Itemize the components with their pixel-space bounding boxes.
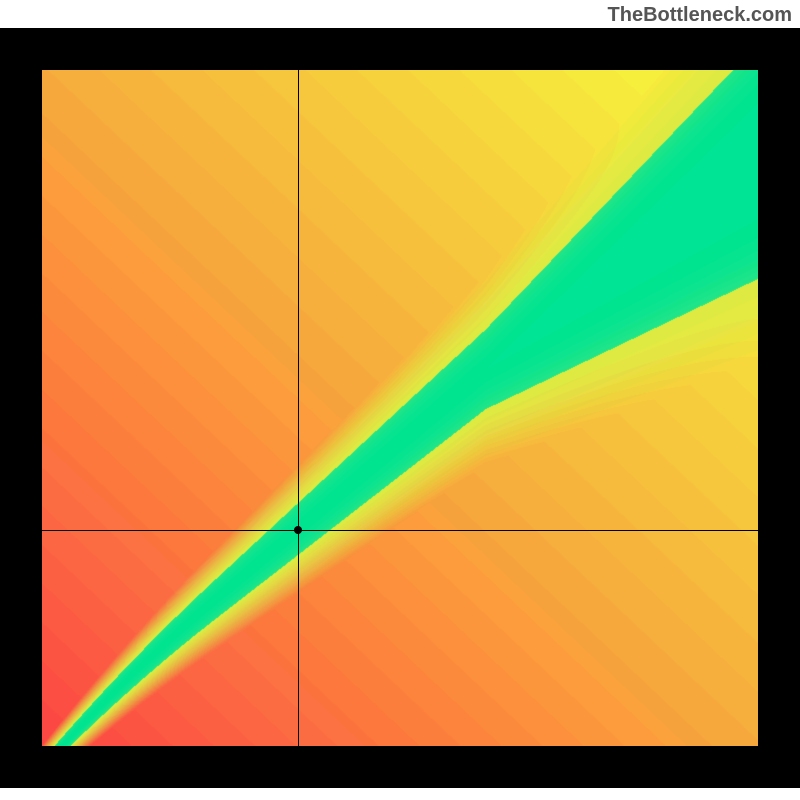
chart-outer-frame [0, 28, 800, 788]
plot-area [42, 70, 758, 746]
chart-container: TheBottleneck.com [0, 0, 800, 800]
watermark-text: TheBottleneck.com [608, 4, 792, 27]
heatmap-canvas [42, 70, 758, 746]
